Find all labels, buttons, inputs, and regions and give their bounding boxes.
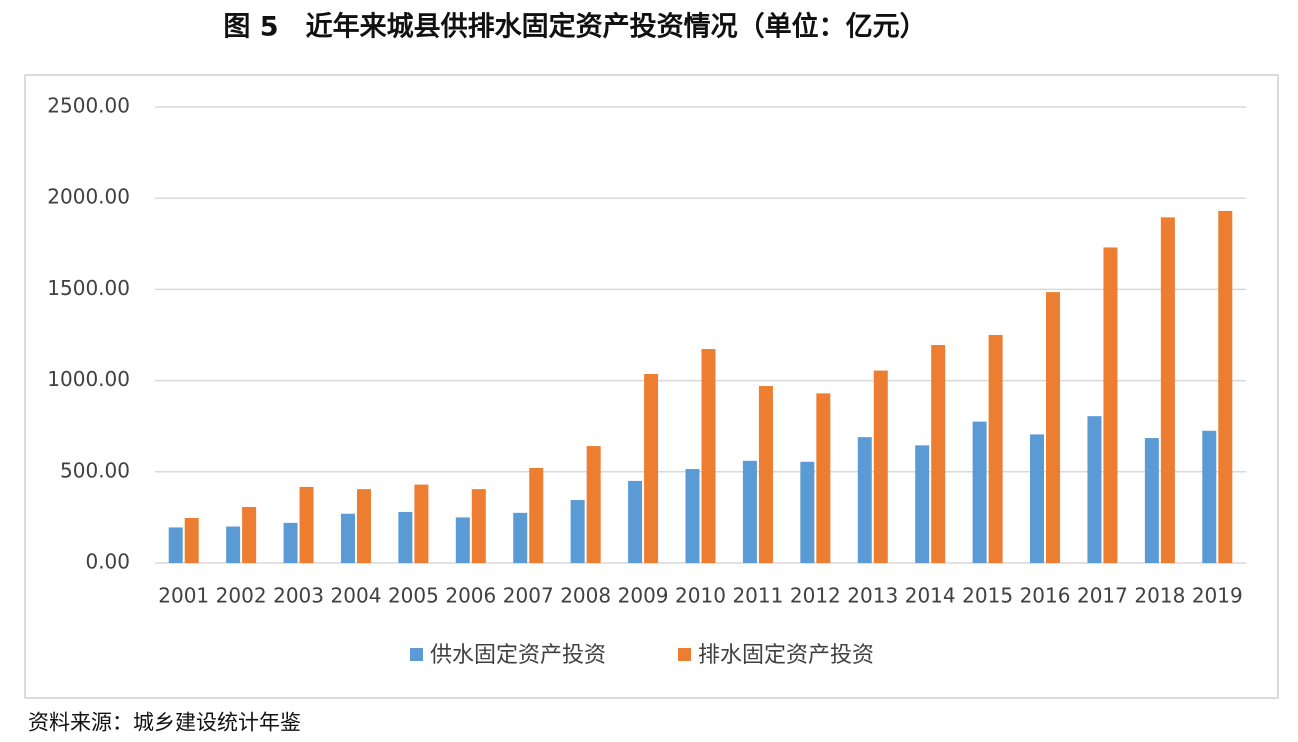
x-tick-label: 2019 <box>1192 584 1243 608</box>
bar <box>873 370 888 563</box>
bar <box>816 393 831 563</box>
legend-label: 供水固定资产投资 <box>430 643 606 668</box>
x-tick-label: 2010 <box>675 584 726 608</box>
legend-swatch <box>678 648 691 661</box>
x-tick-label: 2014 <box>905 584 956 608</box>
y-tick-label: 1000.00 <box>47 367 130 391</box>
x-tick-label: 2017 <box>1077 584 1128 608</box>
bar <box>529 467 544 563</box>
bar <box>283 522 298 563</box>
bar <box>988 335 1003 563</box>
bar <box>586 446 601 563</box>
bar <box>570 500 585 563</box>
bar <box>226 526 241 563</box>
x-tick-label: 2011 <box>732 584 783 608</box>
y-tick-label: 2000.00 <box>47 185 130 209</box>
bar <box>242 507 257 563</box>
y-tick-label: 0.00 <box>85 550 130 574</box>
x-tick-label: 2003 <box>273 584 324 608</box>
bar <box>742 460 757 563</box>
source-note: 资料来源：城乡建设统计年鉴 <box>28 711 301 735</box>
x-tick-label: 2012 <box>790 584 841 608</box>
x-tick-label: 2002 <box>216 584 267 608</box>
bar <box>1087 416 1102 563</box>
bar <box>972 421 987 563</box>
legend-label: 排水固定资产投资 <box>698 643 874 668</box>
bar <box>931 345 946 563</box>
x-tick-label: 2016 <box>1020 584 1071 608</box>
bar <box>701 349 716 563</box>
x-tick-label: 2008 <box>560 584 611 608</box>
bar <box>800 461 815 563</box>
bar <box>455 517 470 563</box>
x-tick-label: 2005 <box>388 584 439 608</box>
bar <box>184 517 199 563</box>
legend-swatch <box>410 648 423 661</box>
bar <box>356 489 371 563</box>
bar <box>471 489 486 563</box>
x-tick-label: 2001 <box>158 584 209 608</box>
bar <box>299 486 314 563</box>
bar <box>414 484 429 563</box>
bar <box>398 511 413 563</box>
y-tick-label: 2500.00 <box>47 94 130 118</box>
bar <box>915 445 930 563</box>
chart-title: 图 5 近年来城县供排水固定资产投资情况（单位：亿元） <box>223 11 926 43</box>
x-tick-label: 2013 <box>847 584 898 608</box>
bar <box>1202 430 1217 563</box>
y-tick-label: 1500.00 <box>47 276 130 300</box>
bar <box>1030 434 1045 563</box>
x-tick-label: 2015 <box>962 584 1013 608</box>
bar <box>1218 210 1233 563</box>
bar <box>513 512 528 563</box>
bar <box>758 386 773 563</box>
bar <box>644 374 659 563</box>
bar <box>168 527 183 563</box>
x-tick-label: 2018 <box>1134 584 1185 608</box>
x-tick-label: 2004 <box>331 584 382 608</box>
x-tick-label: 2007 <box>503 584 554 608</box>
bar <box>1103 247 1118 563</box>
bar <box>1046 292 1061 563</box>
bar <box>685 469 700 563</box>
bar <box>857 437 872 563</box>
x-tick-label: 2009 <box>618 584 669 608</box>
bar <box>628 480 643 563</box>
y-tick-label: 500.00 <box>60 458 130 482</box>
bar <box>1160 217 1175 564</box>
x-tick-label: 2006 <box>445 584 496 608</box>
bar <box>1144 438 1159 563</box>
bar <box>340 513 355 563</box>
